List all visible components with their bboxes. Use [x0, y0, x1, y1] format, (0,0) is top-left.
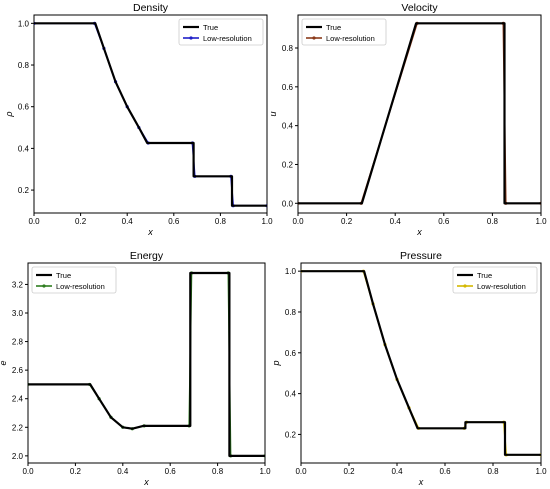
- velocity-legend-low-resolution-marker: [312, 36, 316, 40]
- density-y-axis-label: ρ: [4, 111, 14, 117]
- density-legend: True Low-resolution: [178, 18, 264, 46]
- velocity-y-axis-label: u: [268, 111, 278, 116]
- velocity-ytick-label: 0.6: [282, 83, 294, 92]
- density-ytick-label: 0.8: [18, 61, 30, 70]
- energy-xtick-label: 0.0: [22, 467, 34, 476]
- density-ytick-label: 1.0: [18, 19, 30, 28]
- energy-ytick-label: 3.0: [12, 309, 24, 318]
- energy-ytick-label: 3.2: [12, 280, 24, 289]
- density-xtick-label: 0.6: [168, 217, 180, 226]
- pressure-xtick-label: 0.0: [295, 467, 307, 476]
- velocity-xtick-label: 0.2: [341, 217, 353, 226]
- velocity-title: Velocity: [401, 2, 438, 14]
- velocity-x-axis-label: x: [416, 227, 422, 237]
- pressure-xtick-label: 0.6: [439, 467, 451, 476]
- energy-title: Energy: [130, 250, 164, 262]
- energy-legend-true-label: True: [56, 271, 71, 280]
- energy-plot-frame: [27, 262, 266, 464]
- velocity-true-line: [298, 22, 541, 205]
- density-plot-frame: [33, 14, 268, 214]
- energy-x-axis-label: x: [143, 477, 149, 487]
- energy-ytick-label: 2.0: [12, 452, 24, 461]
- velocity-xtick-label: 0.4: [390, 217, 402, 226]
- density-legend-low-resolution-marker: [189, 36, 193, 40]
- pressure-ytick-label: 0.6: [285, 349, 297, 358]
- pressure-xtick-label: 0.8: [487, 467, 499, 476]
- energy-xtick-label: 0.8: [212, 467, 224, 476]
- energy-legend-box: [31, 266, 117, 294]
- density-x-axis-label: x: [147, 227, 153, 237]
- pressure-y-axis-label: p: [271, 360, 281, 366]
- pressure-ytick-label: 0.2: [285, 430, 297, 439]
- pressure-xtick-label: 1.0: [535, 467, 547, 476]
- density-series-group: [34, 21, 267, 208]
- velocity-ytick-label: 0.8: [282, 44, 294, 53]
- energy-legend-low-resolution-marker: [42, 284, 46, 288]
- energy-panel: Energy 0.0 0.2 0.4 0.6 0.8 1.0 2.0 2.2 2.4 2.6 2.8 3…: [0, 250, 271, 487]
- pressure-xtick-label: 0.2: [343, 467, 355, 476]
- velocity-ytick-label: 0.0: [282, 199, 294, 208]
- velocity-plot-frame: [297, 14, 542, 214]
- density-legend-box: [178, 18, 264, 46]
- pressure-legend: True Low-resolution: [452, 266, 538, 294]
- energy-series-group: [28, 271, 265, 458]
- pressure-series-group: [301, 269, 541, 457]
- density-xtick-label: 0.4: [122, 217, 134, 226]
- density-true-line: [34, 22, 267, 207]
- pressure-legend-low-resolution-marker: [463, 284, 467, 288]
- velocity-ytick-label: 0.2: [282, 160, 294, 169]
- density-xtick-label: 1.0: [261, 217, 273, 226]
- density-xtick-label: 0.8: [215, 217, 227, 226]
- density-ytick-label: 0.6: [18, 103, 30, 112]
- pressure-ytick-label: 1.0: [285, 267, 297, 276]
- energy-ytick-label: 2.8: [12, 338, 24, 347]
- pressure-legend-box: [452, 266, 538, 294]
- density-title: Density: [133, 2, 169, 14]
- energy-xtick-label: 1.0: [259, 467, 271, 476]
- pressure-ytick-label: 0.4: [285, 390, 297, 399]
- density-ytick-label: 0.4: [18, 144, 30, 153]
- density-xtick-label: 0.2: [75, 217, 87, 226]
- pressure-legend-true-label: True: [477, 271, 492, 280]
- pressure-x-axis-label: x: [418, 477, 424, 487]
- velocity-panel: Velocity 0.0 0.2 0.4 0.6 0.8 1.0 0.0 0.2 0.4 0.6 0.…: [268, 2, 547, 237]
- pressure-panel: Pressure 0.0 0.2 0.4 0.6 0.8 1.0 0.2 0.4 0.6 0.8 1.…: [271, 250, 547, 487]
- velocity-legend-low-resolution-label: Low-resolution: [326, 34, 375, 43]
- pressure-legend-low-resolution-label: Low-resolution: [477, 282, 526, 291]
- energy-legend: True Low-resolution: [31, 266, 117, 294]
- velocity-ytick-label: 0.4: [282, 122, 294, 131]
- energy-legend-low-resolution-label: Low-resolution: [56, 282, 105, 291]
- energy-ytick-label: 2.4: [12, 395, 24, 404]
- velocity-xtick-label: 1.0: [535, 217, 547, 226]
- pressure-plot-frame: [300, 262, 542, 464]
- energy-y-axis-label: e: [0, 360, 8, 365]
- energy-ytick-label: 2.6: [12, 366, 24, 375]
- velocity-legend: True Low-resolution: [301, 18, 387, 46]
- density-xtick-label: 0.0: [28, 217, 40, 226]
- density-panel: Density 0.0 0.2 0.4 0.6 0.8 1.0 0.2 0.4 0.6 0.8 1.0…: [4, 2, 273, 237]
- energy-xtick-label: 0.6: [165, 467, 177, 476]
- pressure-xtick-label: 0.4: [391, 467, 403, 476]
- velocity-series-group: [298, 21, 541, 205]
- pressure-ytick-label: 0.8: [285, 308, 297, 317]
- energy-true-line: [28, 271, 265, 457]
- pressure-true-line: [301, 270, 541, 456]
- density-ytick-label: 0.2: [18, 186, 30, 195]
- energy-ytick-label: 2.2: [12, 423, 24, 432]
- velocity-legend-box: [301, 18, 387, 46]
- velocity-legend-true-label: True: [326, 23, 341, 32]
- energy-xtick-label: 0.4: [117, 467, 129, 476]
- density-legend-low-resolution-label: Low-resolution: [203, 34, 252, 43]
- velocity-xtick-label: 0.8: [487, 217, 499, 226]
- velocity-xtick-label: 0.0: [292, 217, 304, 226]
- velocity-xtick-label: 0.6: [438, 217, 450, 226]
- density-legend-true-label: True: [203, 23, 218, 32]
- pressure-title: Pressure: [400, 250, 442, 262]
- energy-xtick-label: 0.2: [70, 467, 82, 476]
